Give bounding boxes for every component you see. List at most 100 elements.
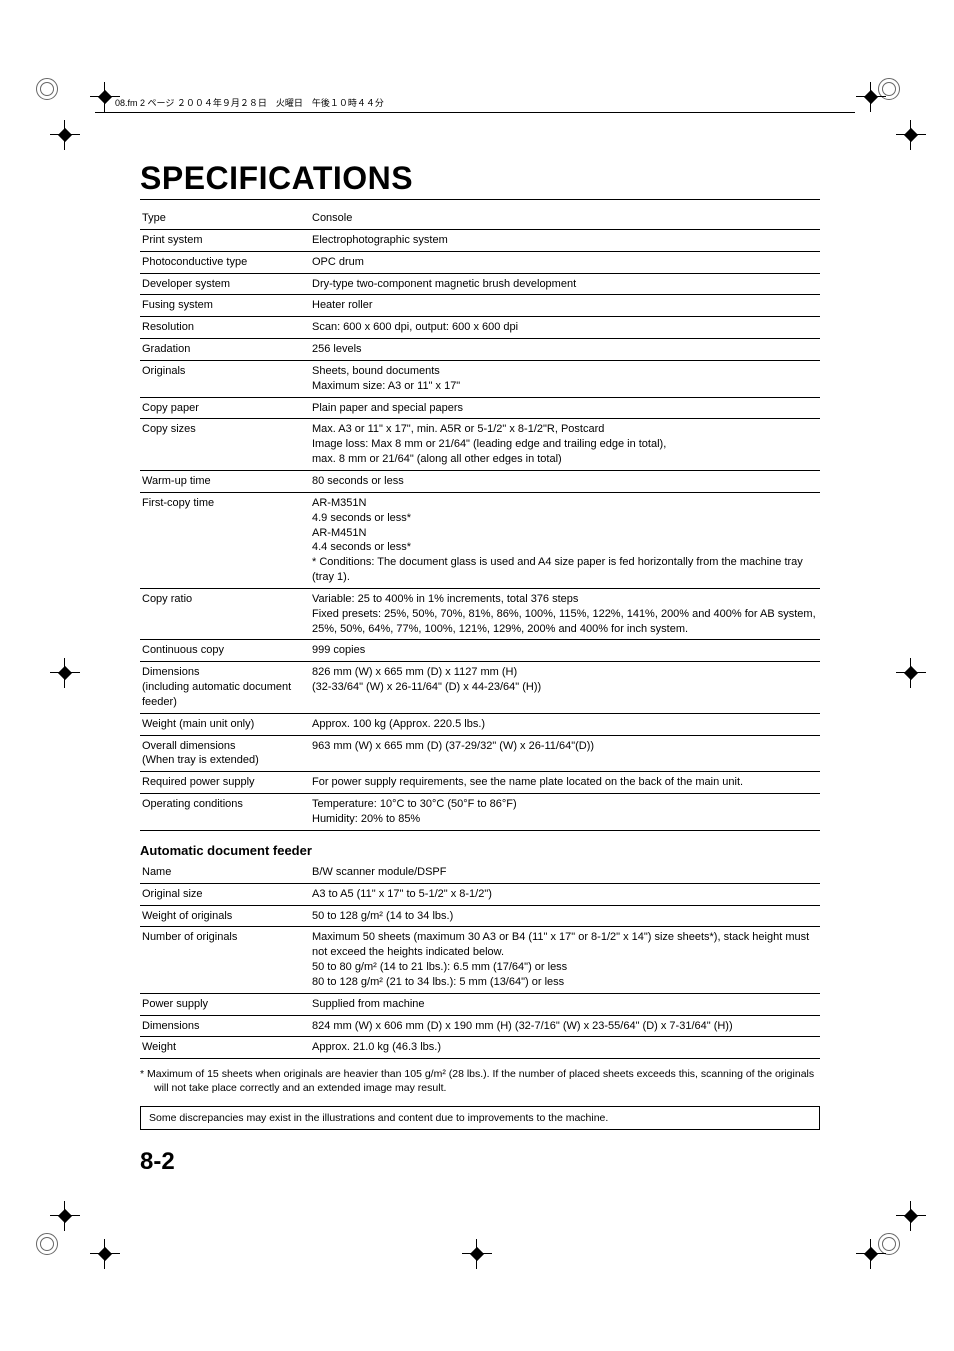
table-row: Operating conditionsTemperature: 10°C to…	[140, 794, 820, 831]
table-row: Warm-up time80 seconds or less	[140, 470, 820, 492]
spec-value: Electrophotographic system	[310, 229, 820, 251]
spec-value: OPC drum	[310, 251, 820, 273]
spec-value: 50 to 128 g/m² (14 to 34 lbs.)	[310, 905, 820, 927]
reg-mark-top-right	[878, 78, 918, 118]
spec-label: Copy paper	[140, 397, 310, 419]
table-row: First-copy timeAR-M351N 4.9 seconds or l…	[140, 492, 820, 588]
table-row: Copy ratioVariable: 25 to 400% in 1% inc…	[140, 588, 820, 640]
table-row: WeightApprox. 21.0 kg (46.3 lbs.)	[140, 1037, 820, 1059]
reg-mark-bottom-left	[36, 1233, 76, 1273]
table-row: Overall dimensions (When tray is extende…	[140, 735, 820, 772]
table-row: Weight (main unit only)Approx. 100 kg (A…	[140, 713, 820, 735]
crop-cross-icon	[862, 88, 880, 106]
spec-label: Type	[140, 208, 310, 229]
crop-cross-icon	[56, 1207, 74, 1225]
spec-label: Resolution	[140, 317, 310, 339]
spec-value: Supplied from machine	[310, 993, 820, 1015]
table-row: Print systemElectrophotographic system	[140, 229, 820, 251]
crop-header-text: 08.fm 2 ページ ２００４年９月２８日 火曜日 午後１０時４４分	[115, 96, 384, 109]
table-row: Power supplySupplied from machine	[140, 993, 820, 1015]
spec-label: Weight (main unit only)	[140, 713, 310, 735]
table-row: Copy paperPlain paper and special papers	[140, 397, 820, 419]
table-row: NameB/W scanner module/DSPF	[140, 862, 820, 883]
adf-heading: Automatic document feeder	[140, 843, 820, 858]
spec-label: Photoconductive type	[140, 251, 310, 273]
spec-value: Approx. 21.0 kg (46.3 lbs.)	[310, 1037, 820, 1059]
spec-value: 824 mm (W) x 606 mm (D) x 190 mm (H) (32…	[310, 1015, 820, 1037]
spec-label: Originals	[140, 360, 310, 397]
spec-label: Name	[140, 862, 310, 883]
table-row: Number of originalsMaximum 50 sheets (ma…	[140, 927, 820, 993]
table-row: Required power supplyFor power supply re…	[140, 772, 820, 794]
spec-value: Console	[310, 208, 820, 229]
crop-cross-icon	[902, 1207, 920, 1225]
spec-label: Operating conditions	[140, 794, 310, 831]
crop-cross-icon	[96, 88, 114, 106]
table-row: Copy sizesMax. A3 or 11" x 17", min. A5R…	[140, 419, 820, 471]
table-row: Dimensions (including automatic document…	[140, 662, 820, 714]
spec-value: 826 mm (W) x 665 mm (D) x 1127 mm (H) (3…	[310, 662, 820, 714]
spec-value: 963 mm (W) x 665 mm (D) (37-29/32" (W) x…	[310, 735, 820, 772]
spec-label: Weight of originals	[140, 905, 310, 927]
table-row: Fusing systemHeater roller	[140, 295, 820, 317]
spec-value: Approx. 100 kg (Approx. 220.5 lbs.)	[310, 713, 820, 735]
page-number: 8-2	[140, 1148, 820, 1176]
spec-value: AR-M351N 4.9 seconds or less* AR-M451N 4…	[310, 492, 820, 588]
spec-label: Copy ratio	[140, 588, 310, 640]
table-row: Continuous copy999 copies	[140, 640, 820, 662]
spec-label: Dimensions (including automatic document…	[140, 662, 310, 714]
spec-value: Variable: 25 to 400% in 1% increments, t…	[310, 588, 820, 640]
crop-cross-icon	[902, 664, 920, 682]
spec-label: Overall dimensions (When tray is extende…	[140, 735, 310, 772]
spec-value: Plain paper and special papers	[310, 397, 820, 419]
notice-box: Some discrepancies may exist in the illu…	[140, 1106, 820, 1130]
spec-value: Maximum 50 sheets (maximum 30 A3 or B4 (…	[310, 927, 820, 993]
table-row: TypeConsole	[140, 208, 820, 229]
table-row: Developer systemDry-type two-component m…	[140, 273, 820, 295]
spec-label: Original size	[140, 883, 310, 905]
spec-label: Fusing system	[140, 295, 310, 317]
crop-cross-center-icon	[468, 1245, 486, 1263]
table-row: Gradation256 levels	[140, 339, 820, 361]
spec-label: First-copy time	[140, 492, 310, 588]
footnote-text: * Maximum of 15 sheets when originals ar…	[140, 1067, 820, 1095]
crop-cross-icon	[56, 664, 74, 682]
table-row: ResolutionScan: 600 x 600 dpi, output: 6…	[140, 317, 820, 339]
spec-label: Dimensions	[140, 1015, 310, 1037]
spec-value: Scan: 600 x 600 dpi, output: 600 x 600 d…	[310, 317, 820, 339]
spec-value: 999 copies	[310, 640, 820, 662]
spec-value: A3 to A5 (11" x 17" to 5-1/2" x 8-1/2")	[310, 883, 820, 905]
spec-label: Print system	[140, 229, 310, 251]
adf-table: NameB/W scanner module/DSPFOriginal size…	[140, 862, 820, 1059]
spec-value: Max. A3 or 11" x 17", min. A5R or 5-1/2"…	[310, 419, 820, 471]
spec-value: Temperature: 10°C to 30°C (50°F to 86°F)…	[310, 794, 820, 831]
spec-value: For power supply requirements, see the n…	[310, 772, 820, 794]
spec-label: Gradation	[140, 339, 310, 361]
specifications-table: TypeConsolePrint systemElectrophotograph…	[140, 208, 820, 831]
page-title: SPECIFICATIONS	[140, 160, 820, 200]
spec-label: Copy sizes	[140, 419, 310, 471]
spec-label: Developer system	[140, 273, 310, 295]
crop-cross-icon	[902, 126, 920, 144]
spec-label: Continuous copy	[140, 640, 310, 662]
crop-cross-icon	[96, 1245, 114, 1263]
table-row: Weight of originals50 to 128 g/m² (14 to…	[140, 905, 820, 927]
spec-label: Number of originals	[140, 927, 310, 993]
spec-value: Sheets, bound documents Maximum size: A3…	[310, 360, 820, 397]
table-row: Photoconductive typeOPC drum	[140, 251, 820, 273]
table-row: Original sizeA3 to A5 (11" x 17" to 5-1/…	[140, 883, 820, 905]
spec-value: 80 seconds or less	[310, 470, 820, 492]
crop-header-line	[95, 112, 855, 113]
spec-value: Dry-type two-component magnetic brush de…	[310, 273, 820, 295]
spec-value: Heater roller	[310, 295, 820, 317]
spec-label: Power supply	[140, 993, 310, 1015]
spec-label: Weight	[140, 1037, 310, 1059]
spec-value: B/W scanner module/DSPF	[310, 862, 820, 883]
spec-label: Required power supply	[140, 772, 310, 794]
crop-cross-icon	[56, 126, 74, 144]
spec-label: Warm-up time	[140, 470, 310, 492]
spec-value: 256 levels	[310, 339, 820, 361]
crop-cross-icon	[862, 1245, 880, 1263]
table-row: OriginalsSheets, bound documents Maximum…	[140, 360, 820, 397]
page-content: SPECIFICATIONS TypeConsolePrint systemEl…	[140, 160, 820, 1176]
